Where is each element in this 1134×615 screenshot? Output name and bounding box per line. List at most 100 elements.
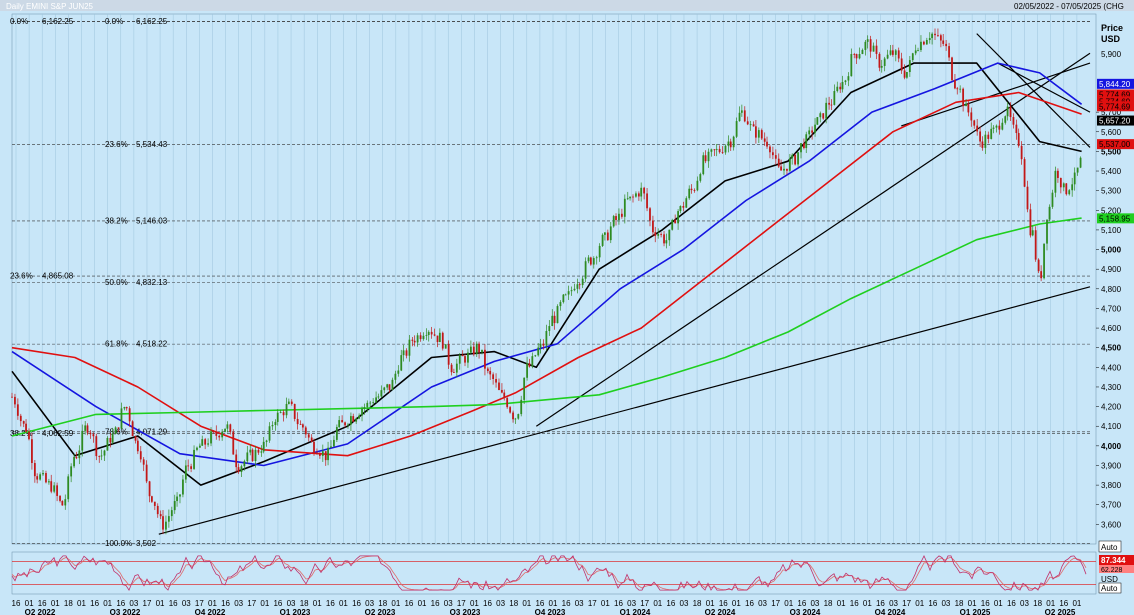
trendline [976, 33, 1091, 148]
candle-body [805, 134, 808, 149]
fib-value-label: 4,071.29 [136, 427, 168, 436]
price-tick: 5,600 [1101, 128, 1122, 137]
candle-body [358, 415, 360, 419]
candle-body [70, 466, 73, 477]
oscillator-auto-label: Auto [1101, 584, 1118, 593]
candle-body [78, 450, 81, 459]
moving-average-4 [11, 217, 1082, 437]
candle-body [39, 474, 42, 480]
candle-body [22, 421, 25, 424]
candle-body [998, 125, 1001, 130]
time-tick-label: 18 [64, 599, 73, 608]
candle-body [452, 372, 455, 373]
price-tag [1097, 89, 1134, 100]
oscillator-auto-button[interactable] [1098, 582, 1122, 594]
candle-body [276, 412, 279, 422]
candle-body [649, 208, 651, 221]
plot-frame [11, 13, 1097, 545]
period-label: Q4 2023 [535, 608, 566, 615]
price-tag [1097, 78, 1134, 89]
candle-body [285, 403, 288, 416]
candle-body [746, 121, 749, 125]
candle-body [841, 82, 844, 90]
candle-body [165, 521, 167, 530]
candle-body [808, 130, 811, 135]
fib-pct-label: 61.8% [105, 340, 128, 349]
candle-body [981, 141, 984, 148]
period-label: Q2 2023 [365, 608, 396, 615]
time-tick-label: 16 [745, 599, 754, 608]
price-tick: 3,700 [1101, 501, 1122, 510]
candle-body [190, 466, 193, 469]
candle-body [16, 404, 19, 416]
candle-body [59, 495, 61, 501]
candle-body [601, 234, 604, 246]
candle-body [553, 315, 556, 324]
candle-body [794, 154, 797, 165]
candle-body [819, 113, 822, 118]
candle-body [922, 41, 925, 45]
candle-body [430, 331, 433, 335]
candle-body [925, 40, 928, 45]
candle-body [422, 335, 425, 340]
fib-pct-label: 23.6% [105, 140, 128, 149]
candle-body [394, 373, 397, 380]
time-tick-label: 03 [941, 599, 950, 608]
candle-body [240, 466, 243, 472]
candle-body [416, 335, 419, 343]
price-tick: 4,600 [1101, 324, 1122, 333]
candle-body [526, 363, 528, 378]
candle-body [814, 124, 816, 133]
time-tick-label: 16 [169, 599, 178, 608]
candle-body [512, 412, 514, 420]
candle-body [386, 384, 389, 388]
candle-body [492, 374, 495, 380]
candle-body [520, 399, 523, 415]
price-axis[interactable]: Price USD 5,900 5,700 5,600 5,500 5,400 5,30… [1096, 23, 1134, 529]
candle-body [570, 290, 573, 292]
candle-body [839, 86, 842, 90]
candle-body [28, 431, 30, 440]
candle-body [615, 216, 617, 220]
price-tick: 4,500 [1101, 344, 1122, 353]
candle-body [455, 363, 458, 373]
candle-body [632, 196, 634, 198]
period-label: Q4 2022 [195, 608, 226, 615]
time-tick-label: 16 [719, 599, 728, 608]
candle-body [869, 39, 872, 52]
candle-body [581, 278, 584, 286]
candle-body [973, 120, 976, 126]
candle-body [274, 421, 277, 426]
time-tick-label: 01 [339, 599, 348, 608]
time-tick-label: 03 [810, 599, 819, 608]
candle-body [766, 141, 768, 147]
time-tick-label: 18 [824, 599, 833, 608]
candle-body [235, 454, 238, 468]
candle-body [433, 334, 436, 336]
time-tick-label: 17 [457, 599, 466, 608]
candle-body [501, 389, 503, 393]
price-axis-currency: USD [1101, 34, 1121, 44]
candle-body [484, 349, 486, 369]
candle-body [106, 437, 109, 451]
candle-body [780, 166, 782, 171]
trendline [997, 62, 1091, 113]
candle-body [125, 407, 128, 409]
candle-body [1017, 133, 1020, 146]
time-axis[interactable]: 16 01 16 01 18 01 16 01 16 03 17 01 16 03 17 01 16 03 17 01… [12, 599, 1082, 615]
candle-body [811, 130, 814, 133]
auto-scale-button[interactable] [1098, 540, 1122, 553]
candle-body [210, 431, 212, 444]
moving-average-3 [11, 91, 1082, 457]
candle-body [260, 451, 263, 453]
price-tick: 4,100 [1101, 422, 1122, 431]
candle-body [366, 402, 369, 408]
time-tick-label: 01 [994, 599, 1003, 608]
candle-body [117, 427, 120, 429]
candle-body [352, 416, 355, 422]
candle-body [134, 436, 137, 441]
candle-body [296, 418, 299, 425]
time-tick-label: 16 [90, 599, 99, 608]
